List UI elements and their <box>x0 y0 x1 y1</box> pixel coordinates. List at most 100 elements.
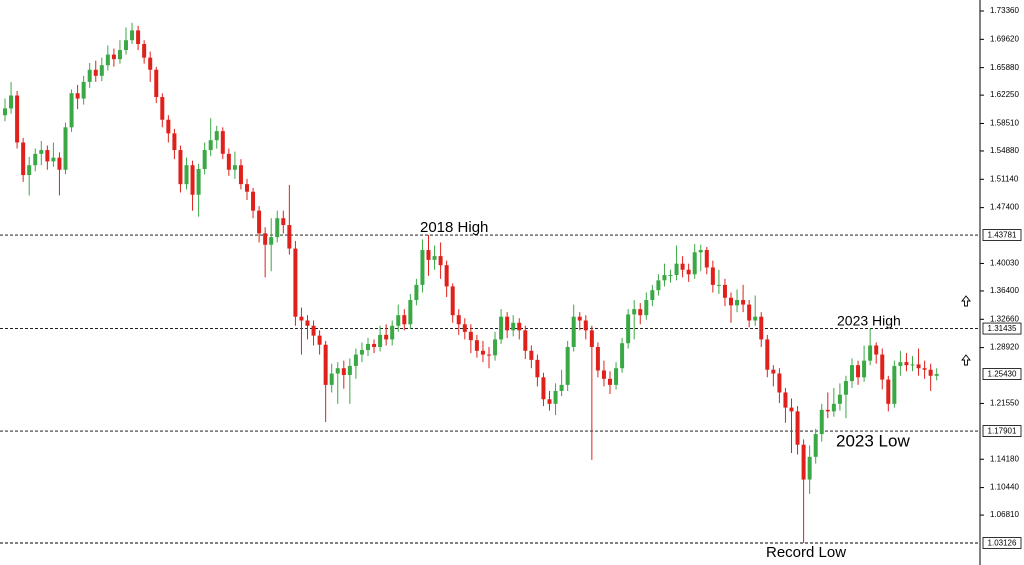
candle-body <box>656 280 661 291</box>
y-tick-label: 1.14180 <box>990 454 1019 463</box>
candle-body <box>862 360 867 378</box>
candle-body <box>692 252 697 275</box>
candle-body <box>686 269 691 275</box>
candle-body <box>311 325 316 336</box>
candle-body <box>257 210 262 234</box>
candle-body <box>414 284 419 301</box>
candle-body <box>904 362 909 366</box>
candle-body <box>680 263 685 270</box>
candle-body <box>299 316 304 321</box>
candle-body <box>922 368 927 370</box>
candle-body <box>420 250 425 285</box>
level-label: 1.43781 <box>988 231 1017 240</box>
candle-body <box>480 350 485 355</box>
candle-body <box>559 384 564 391</box>
candle-body <box>874 345 879 355</box>
candle-body <box>384 334 389 340</box>
candle-body <box>117 50 122 60</box>
candle-body <box>124 40 128 51</box>
candle-body <box>608 378 612 385</box>
candle-body <box>111 54 116 60</box>
candle-body <box>856 365 861 378</box>
candle-body <box>474 340 479 351</box>
candle-body <box>378 334 383 347</box>
y-tick-label: 1.21550 <box>990 399 1019 408</box>
candle-body <box>632 309 637 315</box>
candle-body <box>601 370 606 379</box>
candle-body <box>93 69 98 76</box>
annotation: 2023 Low <box>836 431 910 450</box>
candle-body <box>541 377 546 400</box>
candle-body <box>771 369 776 374</box>
candle-body <box>880 354 885 380</box>
level-label: 1.31435 <box>988 324 1017 333</box>
candle-body <box>722 284 727 298</box>
candle-body <box>39 150 44 154</box>
candle-body <box>698 250 703 253</box>
candle-body <box>620 343 625 369</box>
candle-body <box>850 365 854 382</box>
candle-body <box>493 339 498 356</box>
candle-body <box>57 157 62 170</box>
candle-body <box>795 411 800 445</box>
candle-body <box>245 184 249 192</box>
candle-body <box>716 284 721 286</box>
candle-body <box>63 127 68 170</box>
candle-body <box>27 165 32 176</box>
candle-body <box>275 218 280 238</box>
candle-body <box>396 315 401 326</box>
y-tick-label: 1.32660 <box>990 314 1019 323</box>
candle-body <box>468 331 473 341</box>
candle-body <box>329 373 334 385</box>
candle-body <box>3 108 7 116</box>
candle-body <box>263 233 268 245</box>
candle-body <box>372 343 377 347</box>
y-tick-label: 1.28920 <box>990 343 1019 352</box>
y-tick-label: 1.10440 <box>990 483 1019 492</box>
candle-body <box>353 354 358 366</box>
candle-body <box>783 392 788 408</box>
level-label-box <box>982 229 1022 241</box>
candle-body <box>747 304 752 321</box>
candle-body <box>45 150 50 162</box>
candle-body <box>130 30 135 41</box>
candle-body <box>220 131 225 154</box>
level-label-box <box>982 425 1022 437</box>
y-tick-label: 1.69620 <box>990 34 1019 43</box>
level-label-box <box>982 537 1022 549</box>
candle-body <box>753 316 758 321</box>
candle-body <box>892 365 897 404</box>
candle-body <box>148 57 153 70</box>
candle-body <box>843 381 848 395</box>
candle-body <box>759 316 764 340</box>
candle-body <box>807 456 812 480</box>
candle-body <box>184 165 189 185</box>
candle-body <box>238 165 243 185</box>
candle-body <box>589 330 594 347</box>
candle-body <box>87 69 92 82</box>
candle-body <box>813 434 818 457</box>
candle-body <box>335 368 340 374</box>
candle-body <box>511 322 516 331</box>
candle-body <box>565 346 570 385</box>
candle-body <box>928 369 933 376</box>
candle-body <box>178 150 183 185</box>
up-arrow-icon <box>961 295 971 307</box>
candle-body <box>916 364 921 369</box>
candle-body <box>214 131 219 141</box>
candle-body <box>317 335 322 345</box>
annotation: 2023 High <box>837 313 901 329</box>
candle-body <box>674 263 679 276</box>
candle-body <box>390 325 395 340</box>
candle-body <box>614 368 619 385</box>
candle-body <box>99 65 104 76</box>
candle-body <box>710 267 715 285</box>
candle-body <box>571 316 576 347</box>
candle-body <box>444 265 449 287</box>
candle-body <box>595 346 600 371</box>
candle-body <box>359 350 364 355</box>
candle-body <box>15 95 20 143</box>
y-tick-label: 1.54880 <box>990 146 1019 155</box>
candle-body <box>819 409 824 435</box>
